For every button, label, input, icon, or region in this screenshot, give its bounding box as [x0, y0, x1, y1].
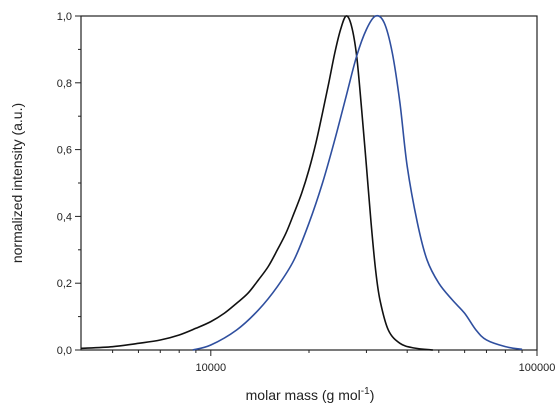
y-tick-label: 0,6: [57, 145, 72, 157]
y-axis-label: normalized intensity (a.u.): [9, 103, 25, 263]
x-tick-label: 100000: [519, 362, 556, 374]
y-tick-label: 0,8: [57, 78, 72, 90]
axis-ticks: [75, 15, 538, 356]
y-tick-label: 0,2: [57, 278, 72, 290]
series-line-2: [192, 14, 523, 351]
tick-labels: 0,0 0,2 0,4 0,6 0,8 1,0 10000 100000: [57, 11, 556, 374]
x-tick-label: 10000: [196, 362, 227, 374]
x-axis-label-main: molar mass (g mol: [246, 387, 361, 403]
x-axis-label: molar mass (g mol-1): [246, 386, 375, 403]
y-tick-label: 0,4: [57, 211, 72, 223]
x-axis-label-sup: -1: [361, 386, 370, 397]
series-lines: [80, 14, 523, 351]
y-tick-label: 1,0: [57, 11, 72, 23]
series-line-1: [80, 15, 434, 351]
plot-frame: [80, 15, 538, 351]
y-tick-label: 0,0: [57, 345, 72, 357]
x-axis-label-suffix: ): [370, 387, 375, 403]
